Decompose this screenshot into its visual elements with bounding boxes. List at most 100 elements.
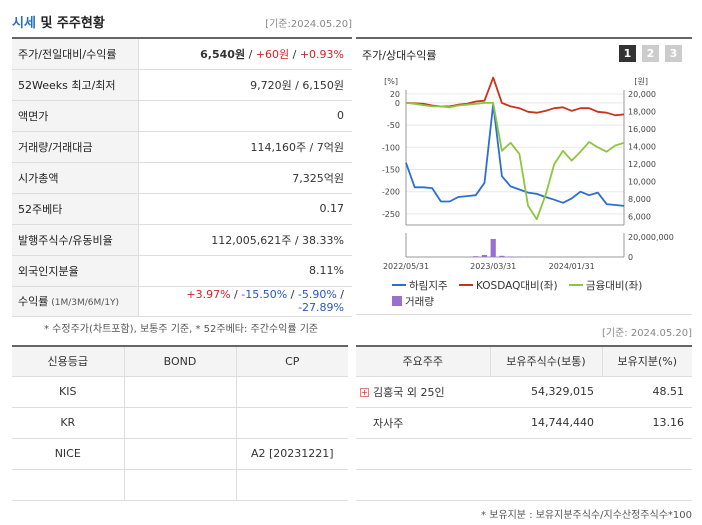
table-cell xyxy=(124,376,237,408)
right-tick-label: 18,000 xyxy=(628,107,656,116)
volume-bar xyxy=(473,256,479,257)
right-tick-label: 8,000 xyxy=(628,195,651,204)
row-label: 수익률 (1M/3M/6M/1Y) xyxy=(12,286,139,317)
column-header: 주요주주 xyxy=(356,346,491,377)
chart-tab-2[interactable]: 2 xyxy=(642,45,659,62)
left-unit-label: [%] xyxy=(384,77,398,86)
right-tick-label: 20,000 xyxy=(628,90,656,99)
left-tick-label: -50 xyxy=(387,121,400,130)
volume-bar xyxy=(490,239,496,257)
table-row: 시가총액 7,325억원 xyxy=(12,162,352,194)
returns-value: +3.97% / -15.50% / -5.90% / -27.89% xyxy=(138,286,352,317)
table-row: NICE A2 [20231221] xyxy=(12,438,348,470)
table-cell xyxy=(12,469,125,501)
chart-tab-3[interactable]: 3 xyxy=(665,45,682,62)
table-cell xyxy=(236,469,348,501)
column-header: 보유주식수(보통) xyxy=(490,346,603,377)
right-unit-label: [원] xyxy=(634,77,648,86)
table-row: 자사주 14,744,440 13.16 xyxy=(356,407,692,439)
right-tick-label: 10,000 xyxy=(628,177,656,186)
volume-bar xyxy=(508,256,514,257)
row-label: 주가/전일대비/수익률 xyxy=(12,38,139,70)
table-row xyxy=(356,469,692,501)
table-row xyxy=(12,469,348,501)
table-row: KR xyxy=(12,407,348,439)
legend-item: 거래량 xyxy=(392,293,434,309)
x-tick-label: 2023/03/31 xyxy=(470,262,516,271)
legend-item: KOSDAQ대비(좌) xyxy=(458,277,558,293)
major-shareholders-table: 주요주주 보유주식수(보통) 보유지분(%) + 김홍국 외 25인 54,329… xyxy=(356,345,692,501)
stock-footnote: * 수정주가(차트포함), 보통주 기준, * 52주베타: 주간수익률 기준 xyxy=(44,324,319,335)
volume-tick-label: 20,000,000 xyxy=(628,233,674,242)
column-header: 보유지분(%) xyxy=(602,346,692,377)
right-tick-label: 6,000 xyxy=(628,212,651,221)
table-cell xyxy=(236,407,348,439)
table-row: 발행주식수/유동비율 112,005,621주 / 38.33% xyxy=(12,224,352,256)
table-row: 외국인지분율 8.11% xyxy=(12,255,352,287)
right-tick-label: 16,000 xyxy=(628,125,656,134)
holder-shares: 14,744,440 xyxy=(490,407,602,439)
row-label: 거래량/거래대금 xyxy=(12,131,139,163)
holders-footnote: * 보유지분 : 보유지분주식수/지수산정주식수*100 xyxy=(481,510,692,521)
section-title: 시세 및 주주현황 xyxy=(12,16,105,31)
table-row: 52Weeks 최고/최저 9,720원 / 6,150원 xyxy=(12,69,352,101)
chart-tab-1[interactable]: 1 xyxy=(619,45,636,62)
right-tick-label: 12,000 xyxy=(628,160,656,169)
change: +60원 xyxy=(255,47,290,61)
chart-tabs: 1 2 3 xyxy=(619,45,682,62)
row-value: 9,720원 / 6,150원 xyxy=(138,69,352,101)
left-tick-label: -100 xyxy=(382,143,400,152)
legend-item: 하림지주 xyxy=(392,277,448,293)
return-1m: +3.97% xyxy=(186,288,231,301)
left-tick-label: 0 xyxy=(395,99,400,108)
row-value: 114,160주 / 7억원 xyxy=(138,131,352,163)
x-tick-label: 2024/01/31 xyxy=(549,262,595,271)
row-label: 발행주식수/유동비율 xyxy=(12,224,139,256)
holder-name: 자사주 xyxy=(356,407,490,439)
right-tick-label: 14,000 xyxy=(628,142,656,151)
table-row: + 김홍국 외 25인 54,329,015 48.51 xyxy=(356,376,692,408)
table-cell xyxy=(236,376,348,408)
table-row: 52주베타 0.17 xyxy=(12,193,352,225)
table-cell: KIS xyxy=(12,376,125,408)
row-label: 52주베타 xyxy=(12,193,139,225)
row-value: 0.17 xyxy=(138,193,352,225)
chart-legend: 하림지주 KOSDAQ대비(좌) 금융대비(좌) 거래량 xyxy=(392,277,692,309)
table-row: 거래량/거래대금 114,160주 / 7억원 xyxy=(12,131,352,163)
column-header: CP xyxy=(236,346,348,377)
table-cell: NICE xyxy=(12,438,125,470)
table-cell: A2 [20231221] xyxy=(236,438,348,470)
legend-item: 금융대비(좌) xyxy=(568,277,642,293)
table-cell xyxy=(124,438,237,470)
chart-title: 주가/상대수익률 xyxy=(362,49,437,62)
left-tick-label: -150 xyxy=(382,165,400,174)
left-tick-label: 20 xyxy=(390,90,400,99)
price-change-value: 6,540원 / +60원 / +0.93% xyxy=(138,38,352,70)
holder-pct: 48.51 xyxy=(602,376,692,408)
return-3m: -15.50% xyxy=(241,288,288,301)
relative-return-chart: [%] [원] 200 -50 -100 -150 -200 -250 20,000 18,000… xyxy=(382,76,674,271)
volume-bar xyxy=(481,255,488,257)
row-value: 8.11% xyxy=(138,255,352,287)
credit-rating-table: 신용등급 BOND CP KIS KR NICE A2 [20231221] xyxy=(12,345,348,501)
expand-icon[interactable]: + xyxy=(360,388,369,397)
table-row: KIS xyxy=(12,376,348,408)
holder-name[interactable]: + 김홍국 외 25인 xyxy=(356,376,490,408)
row-label: 외국인지분율 xyxy=(12,255,139,287)
row-value: 112,005,621주 / 38.33% xyxy=(138,224,352,256)
base-date: [기준:2024.05.20] xyxy=(265,19,352,30)
table-row: 수익률 (1M/3M/6M/1Y) +3.97% / -15.50% / -5.… xyxy=(12,286,352,317)
left-tick-label: -200 xyxy=(382,188,400,197)
chart-panel: 주가/상대수익률 1 2 3 [%] [원] 20 0 -50 -100 -150 -200 -… xyxy=(356,37,692,315)
row-value: 0 xyxy=(138,100,352,132)
stock-info-table: 주가/전일대비/수익률 6,540원 / +60원 / +0.93% 52Wee… xyxy=(12,37,352,317)
column-header: 신용등급 xyxy=(12,346,125,377)
table-cell xyxy=(124,469,237,501)
series-line-2 xyxy=(405,76,625,117)
holder-pct: 13.16 xyxy=(602,407,692,439)
row-label: 액면가 xyxy=(12,100,139,132)
table-row: 액면가 0 xyxy=(12,100,352,132)
left-tick-label: -250 xyxy=(382,210,400,219)
table-row xyxy=(356,438,692,470)
x-tick-label: 2022/05/31 xyxy=(383,262,429,271)
